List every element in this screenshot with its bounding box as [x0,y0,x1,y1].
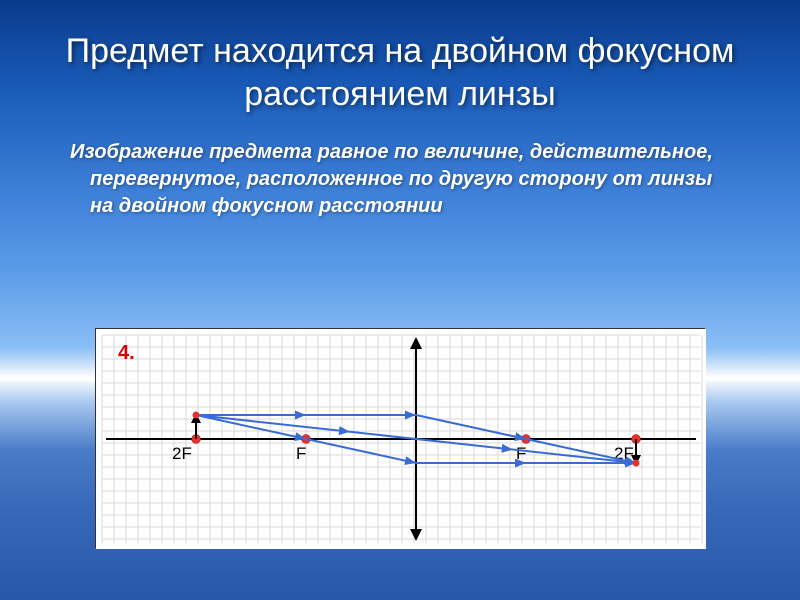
slide-container: Предмет находится на двойном фокусном ра… [0,0,800,600]
slide-body: Изображение предмета равное по величине,… [70,139,750,220]
svg-text:4.: 4. [118,342,135,364]
diagram-svg: 2FFF2F4. [96,329,706,549]
svg-text:2F: 2F [172,444,192,463]
lens-diagram: 2FFF2F4. [95,328,705,548]
slide-title: Предмет находится на двойном фокусном ра… [50,30,750,115]
svg-text:F: F [296,444,306,463]
